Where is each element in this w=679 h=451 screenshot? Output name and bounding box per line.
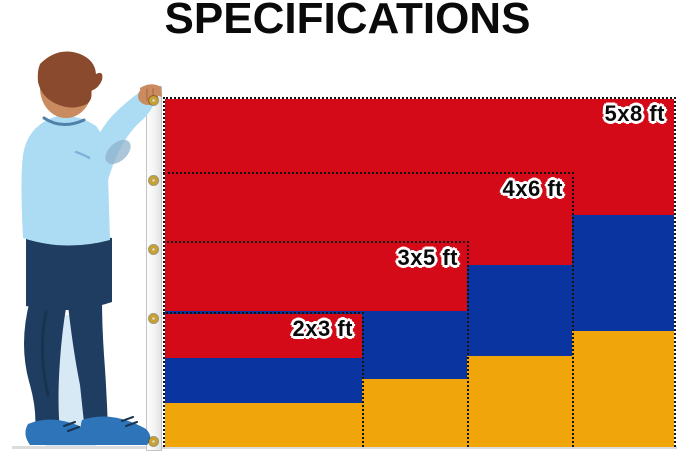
- grommet-icon: [148, 244, 158, 254]
- flag-size-label: 2x3 ft: [292, 316, 353, 341]
- person-illustration: [0, 0, 170, 451]
- grommet-icon: [148, 436, 158, 446]
- grommet-icon: [148, 175, 158, 185]
- stripe-red: [165, 243, 467, 311]
- grommet-icon: [148, 313, 158, 323]
- man-holding-flagpole-icon: [21, 51, 162, 446]
- flag-size-label: 5x8 ft: [604, 101, 665, 126]
- stripe-blue: [165, 358, 362, 403]
- flag-2x3-ft: 2x3 ft: [163, 312, 364, 447]
- stripe-orange: [165, 402, 362, 447]
- page-title: SPECIFICATIONS: [164, 0, 531, 43]
- bottom-frame-line: [12, 446, 677, 449]
- flag-size-label: 4x6 ft: [502, 176, 563, 201]
- grommet-icon: [148, 95, 158, 105]
- flag-size-label: 3x5 ft: [397, 245, 458, 270]
- stripe-red: [165, 314, 362, 359]
